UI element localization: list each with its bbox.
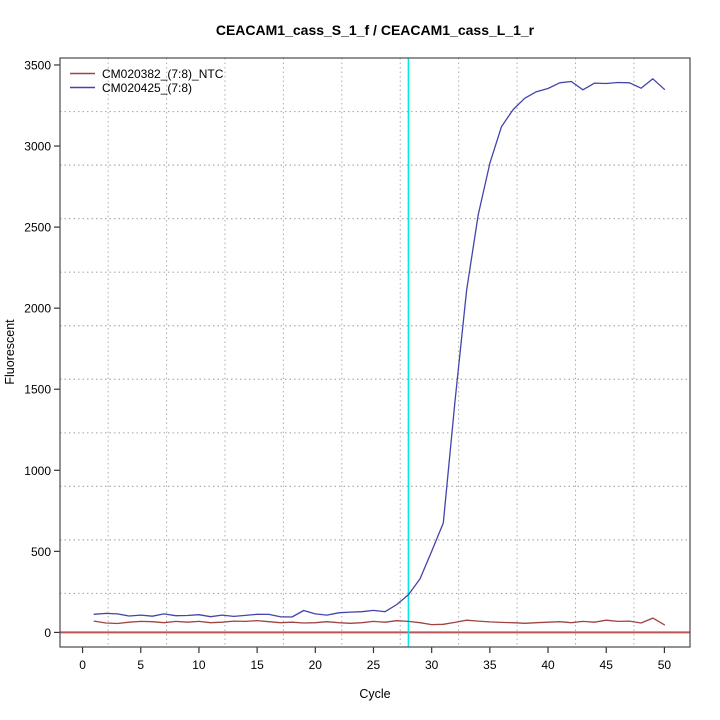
y-tick-label: 3500 [24, 58, 51, 72]
y-tick-label: 2000 [24, 302, 51, 316]
y-tick-label: 1500 [24, 383, 51, 397]
y-tick-label: 2500 [24, 221, 51, 235]
y-tick-label: 500 [31, 545, 51, 559]
x-tick-label: 40 [541, 658, 555, 672]
x-tick-label: 20 [309, 658, 323, 672]
axes: 0 5 10 15 20 25 30 35 40 45 5005001000150020002500… [24, 58, 671, 672]
x-tick-label: 5 [137, 658, 144, 672]
gridlines [60, 58, 690, 647]
plot-border [59, 57, 691, 648]
x-tick-label: 35 [483, 658, 497, 672]
chart-title: CEACAM1_cass_S_1_f / CEACAM1_cass_L_1_r [216, 22, 535, 38]
x-tick-label: 30 [425, 658, 439, 672]
x-tick-label: 45 [600, 658, 614, 672]
y-tick-label: 1000 [24, 464, 51, 478]
x-axis-label: Cycle [359, 687, 390, 701]
x-tick-label: 10 [192, 658, 206, 672]
sample-amplification-curve [93, 78, 666, 618]
x-tick-label: 15 [250, 658, 264, 672]
y-tick-label: 0 [44, 626, 51, 640]
x-tick-label: 50 [658, 658, 672, 672]
legend-label-sample: CM020425_(7:8) [102, 81, 192, 95]
legend-label-ntc: CM020382_(7:8)_NTC [102, 67, 224, 81]
y-tick-label: 3000 [24, 140, 51, 154]
y-axis-label: Fluorescent [3, 319, 17, 385]
reference-lines [60, 58, 690, 647]
ntc-curve [93, 617, 666, 626]
x-tick-label: 25 [367, 658, 381, 672]
legend: CM020382_(7:8)_NTC CM020425_(7:8) [70, 67, 224, 95]
data-series [93, 78, 666, 626]
x-tick-label: 0 [79, 658, 86, 672]
